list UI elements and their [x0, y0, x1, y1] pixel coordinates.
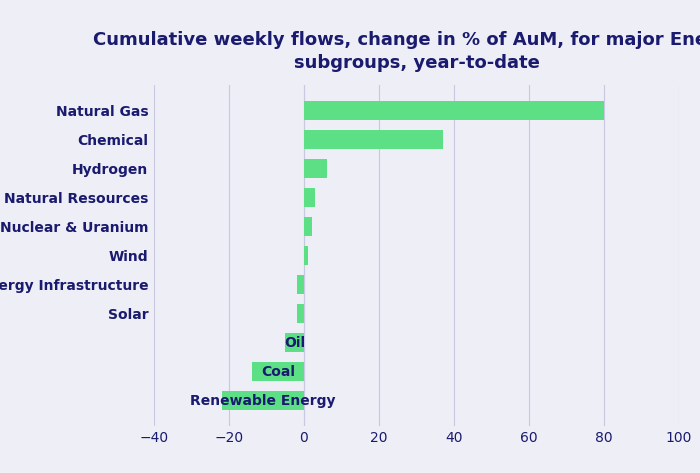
Bar — [304, 217, 312, 236]
Bar — [304, 188, 315, 207]
Bar — [304, 246, 308, 265]
Title: Cumulative weekly flows, change in % of AuM, for major Energy
subgroups, year-to: Cumulative weekly flows, change in % of … — [92, 31, 700, 72]
Bar — [286, 333, 304, 352]
Bar — [251, 362, 304, 381]
Bar — [304, 159, 326, 178]
Text: Coal: Coal — [260, 365, 295, 379]
Bar — [304, 130, 442, 149]
Text: Renewable Energy: Renewable Energy — [190, 394, 335, 408]
Bar — [304, 101, 604, 120]
Bar — [221, 391, 304, 410]
Bar — [297, 304, 304, 323]
Text: Oil: Oil — [284, 336, 305, 350]
Bar — [297, 275, 304, 294]
